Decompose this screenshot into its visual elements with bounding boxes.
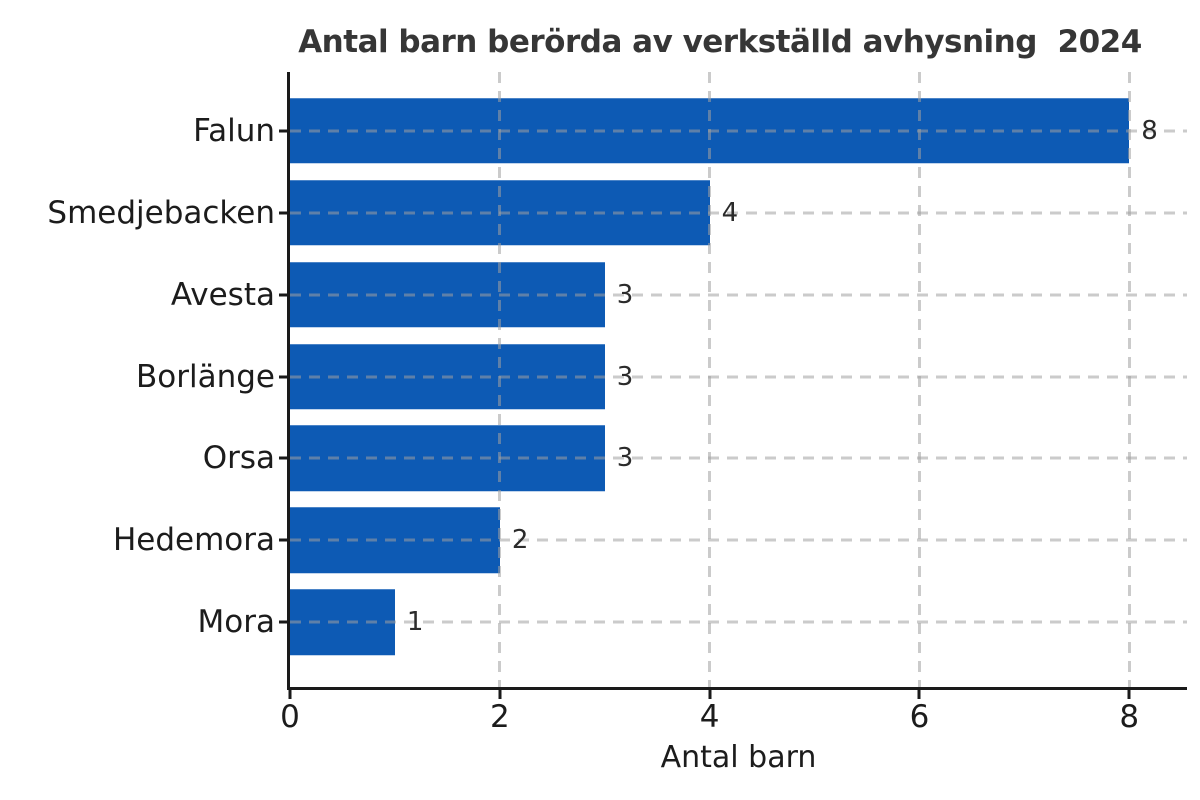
y-tick-mark — [279, 129, 288, 133]
bar-value-label: 8 — [1141, 115, 1158, 146]
bar-row: Falun 8 — [193, 90, 1187, 172]
x-tick-mark — [1127, 690, 1131, 699]
x-tick-labels: 0 2 4 6 8 — [280, 699, 1187, 737]
x-tick-mark — [708, 690, 712, 699]
horizontal-gridline — [290, 456, 1187, 460]
vertical-gridline — [917, 72, 921, 687]
bar-row: Avesta 3 — [171, 254, 1187, 336]
vertical-gridline — [708, 72, 712, 687]
y-tick-mark — [279, 538, 288, 542]
category-label: Mora — [197, 604, 275, 641]
y-tick-mark — [279, 375, 288, 378]
bar-value-label: 3 — [616, 279, 634, 310]
horizontal-gridline — [290, 129, 1187, 133]
horizontal-gridline — [290, 375, 1187, 378]
bar-value-label: 2 — [511, 525, 529, 556]
bar-row: Hedemora 2 — [113, 499, 1187, 581]
category-label: Orsa — [202, 440, 275, 477]
bar-value-label: 4 — [721, 197, 739, 228]
category-label: Hedemora — [112, 522, 275, 559]
bar-row: Borlänge 3 — [136, 336, 1187, 418]
x-tick-mark — [498, 690, 502, 699]
x-tick-label: 0 — [280, 699, 300, 735]
x-tick-label: 8 — [1119, 699, 1140, 735]
x-tick-label: 4 — [699, 699, 720, 735]
y-tick-mark — [279, 293, 288, 297]
x-axis-label: Antal barn — [660, 740, 817, 775]
bar-rows: Falun 8 Smedjebacken 4 Avesta 3 Borlänge 3 Orsa 3… — [47, 72, 1187, 687]
category-label: Falun — [193, 112, 275, 149]
y-tick-mark — [279, 211, 288, 215]
chart-title: Antal barn berörda av verkställd avhysni… — [298, 24, 1142, 60]
plot-area: Falun 8 Smedjebacken 4 Avesta 3 Borlänge 3 Orsa 3… — [47, 72, 1187, 699]
horizontal-gridline — [290, 620, 1187, 624]
bar-row: Smedjebacken 4 — [47, 172, 1187, 254]
bar-value-label: 3 — [616, 443, 634, 474]
x-tick-mark — [917, 690, 921, 699]
x-tick-label: 2 — [489, 699, 510, 735]
category-label: Avesta — [170, 276, 275, 313]
x-tick-label: 6 — [909, 699, 930, 735]
category-label: Borlänge — [136, 358, 275, 395]
x-tick-mark — [288, 690, 292, 699]
horizontal-gridline — [290, 293, 1187, 297]
vertical-gridline — [498, 72, 502, 687]
category-label: Smedjebacken — [47, 194, 275, 231]
bar-value-label: 1 — [406, 607, 424, 638]
bar-value-label: 3 — [616, 361, 634, 392]
y-tick-mark — [279, 620, 288, 624]
horizontal-gridline — [290, 538, 1187, 542]
vertical-gridline — [1127, 72, 1131, 687]
bar-row: Mora 1 — [198, 581, 1187, 663]
bar-row: Orsa 3 — [203, 417, 1187, 499]
y-tick-mark — [279, 456, 288, 460]
horizontal-gridline — [290, 211, 1187, 215]
